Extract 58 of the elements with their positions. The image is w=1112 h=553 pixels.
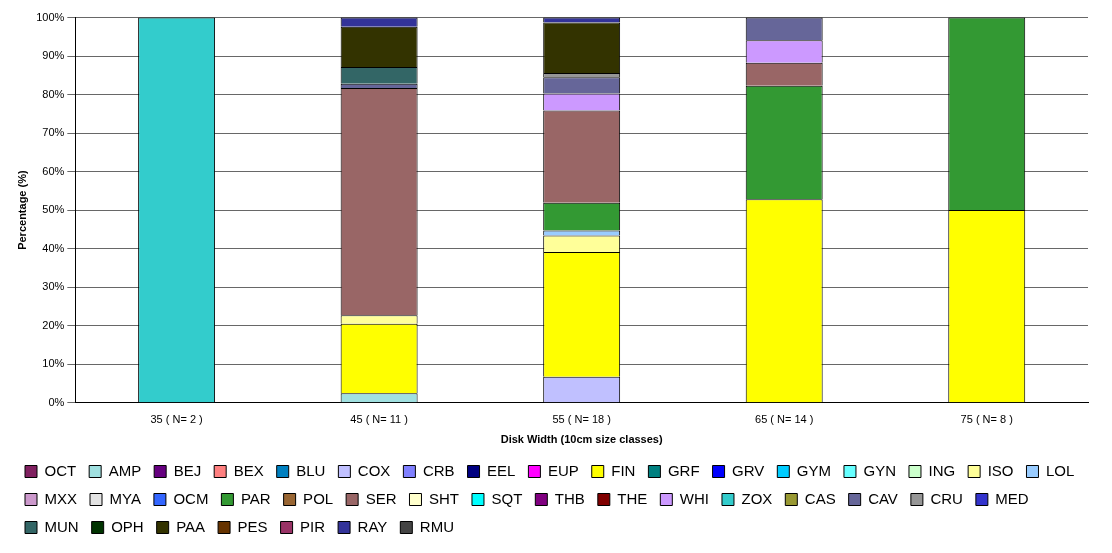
legend-label: SQT bbox=[491, 489, 523, 507]
legend-label: BEX bbox=[233, 461, 264, 479]
y-tick-label: 40% bbox=[42, 241, 65, 254]
legend-label: ISO bbox=[987, 461, 1014, 479]
legend-label: BLU bbox=[296, 461, 326, 479]
legend-label: GYN bbox=[863, 461, 896, 479]
legend-label: SER bbox=[365, 489, 397, 507]
legend-label: CAV bbox=[868, 489, 898, 507]
legend-label: RAY bbox=[357, 517, 388, 535]
y-tick-label: 20% bbox=[42, 318, 65, 331]
x-tick-label: 45 ( N= 11 ) bbox=[350, 413, 408, 426]
legend-label: BEJ bbox=[173, 461, 202, 479]
legend-label: MED bbox=[995, 489, 1029, 507]
legend-label: CRU bbox=[930, 489, 963, 507]
y-tick-label: 30% bbox=[42, 280, 65, 293]
legend-label: MYA bbox=[109, 489, 141, 507]
x-tick-label: 35 ( N= 2 ) bbox=[150, 413, 203, 426]
legend-label: WHI bbox=[679, 489, 709, 507]
x-axis-title: Disk Width (10cm size classes) bbox=[500, 433, 663, 446]
legend-label: RMU bbox=[419, 517, 454, 535]
legend-label: ING bbox=[928, 461, 956, 479]
legend-label: PIR bbox=[300, 517, 326, 535]
legend-label: GRV bbox=[732, 461, 765, 479]
legend-label: EEL bbox=[487, 461, 516, 479]
legend-label: CAS bbox=[804, 489, 836, 507]
legend-label: GRF bbox=[667, 461, 700, 479]
legend-label: FIN bbox=[611, 461, 636, 479]
y-tick-label: 0% bbox=[48, 395, 65, 408]
x-tick-label: 65 ( N= 14 ) bbox=[755, 413, 814, 426]
legend-label: AMP bbox=[108, 461, 142, 479]
legend-label: EUP bbox=[547, 461, 579, 479]
legend-label: OPH bbox=[111, 517, 144, 535]
x-tick-label: 55 ( N= 18 ) bbox=[552, 413, 611, 426]
legend-label: PAA bbox=[176, 517, 206, 535]
legend-label: GYM bbox=[796, 461, 831, 479]
legend-label: CRB bbox=[422, 461, 455, 479]
y-axis-title: Percentage (%) bbox=[15, 170, 28, 250]
legend-label: MUN bbox=[44, 517, 79, 535]
y-tick-label: 100% bbox=[36, 10, 65, 23]
legend-label: PAR bbox=[240, 489, 271, 507]
legend-label: COX bbox=[357, 461, 391, 479]
legend-label: OCM bbox=[173, 489, 209, 507]
legend-label: POL bbox=[303, 489, 334, 507]
x-tick-label: 75 ( N= 8 ) bbox=[960, 413, 1013, 426]
legend-label: THE bbox=[617, 489, 648, 507]
legend-label: OCT bbox=[44, 461, 77, 479]
legend-label: MXX bbox=[44, 489, 78, 507]
y-tick-label: 10% bbox=[42, 357, 65, 370]
legend-label: ZOX bbox=[741, 489, 773, 507]
legend-label: THB bbox=[554, 489, 585, 507]
legend-label: LOL bbox=[1045, 461, 1075, 479]
y-tick-label: 60% bbox=[42, 164, 65, 177]
y-tick-label: 50% bbox=[42, 203, 65, 216]
legend-label: SHT bbox=[428, 489, 459, 507]
y-tick-label: 90% bbox=[42, 49, 65, 62]
legend-label: PES bbox=[237, 517, 268, 535]
y-tick-label: 80% bbox=[42, 87, 65, 100]
y-tick-label: 70% bbox=[42, 126, 65, 139]
